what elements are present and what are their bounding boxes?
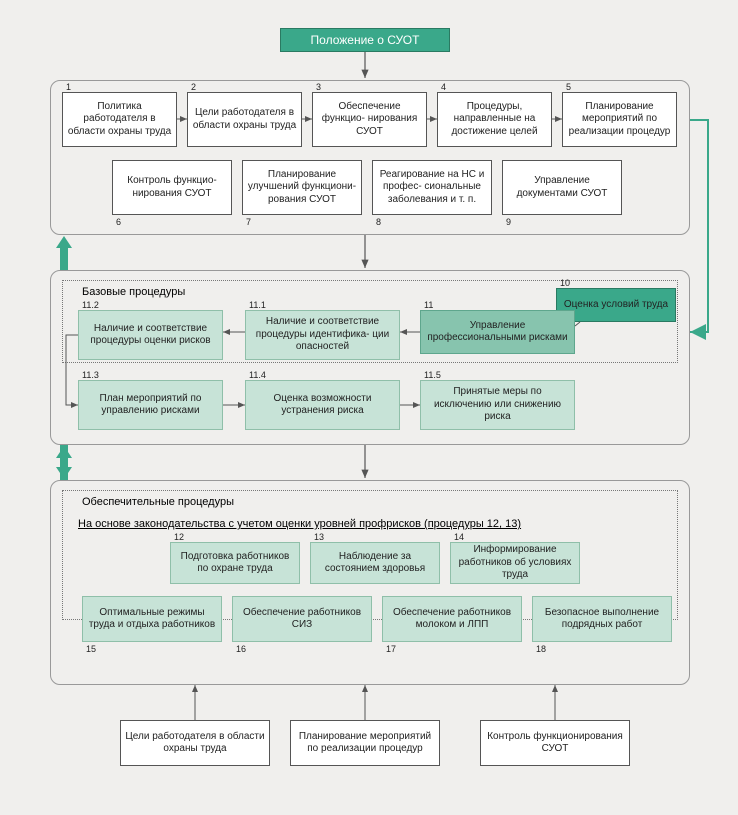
- node-13: Наблюдение за состоянием здоровья: [310, 542, 440, 584]
- num-18: 18: [536, 644, 546, 654]
- flowchart-canvas: Положение о СУОТ Политика работодателя в…: [20, 20, 718, 795]
- num-10: 10: [560, 278, 570, 288]
- node-5: Планирование мероприятий по реализации п…: [562, 92, 677, 147]
- num-11-5: 11.5: [424, 370, 441, 380]
- num-11-3: 11.3: [82, 370, 99, 380]
- section3-subtitle: На основе законодательства с учетом оцен…: [78, 518, 521, 530]
- num-5: 5: [566, 82, 571, 92]
- num-6: 6: [116, 217, 121, 227]
- num-13: 13: [314, 532, 324, 542]
- num-3: 3: [316, 82, 321, 92]
- bottom-1: Цели работодателя в области охраны труда: [120, 720, 270, 766]
- num-11-4: 11.4: [249, 370, 266, 380]
- num-15: 15: [86, 644, 96, 654]
- title-box: Положение о СУОТ: [280, 28, 450, 52]
- node-4: Процедуры, направленные на достижение це…: [437, 92, 552, 147]
- num-4: 4: [441, 82, 446, 92]
- node-2: Цели работодателя в области охраны труда: [187, 92, 302, 147]
- num-12: 12: [174, 532, 184, 542]
- section2-label: Базовые процедуры: [78, 286, 189, 298]
- num-11-2: 11.2: [82, 300, 99, 310]
- node-15: Оптимальные режимы труда и отдыха работн…: [82, 596, 222, 642]
- section3-label: Обеспечительные процедуры: [78, 496, 238, 508]
- node-11-1: Наличие и соответствие процедуры идентиф…: [245, 310, 400, 360]
- node-18: Безопасное выполнение подрядных работ: [532, 596, 672, 642]
- title-text: Положение о СУОТ: [311, 33, 420, 48]
- node-11-5: Принятые меры по исключению или снижению…: [420, 380, 575, 430]
- node-11-4: Оценка возможности устранения риска: [245, 380, 400, 430]
- num-1: 1: [66, 82, 71, 92]
- num-17: 17: [386, 644, 396, 654]
- num-16: 16: [236, 644, 246, 654]
- node-16: Обеспечение работников СИЗ: [232, 596, 372, 642]
- node-1: Политика работодателя в области охраны т…: [62, 92, 177, 147]
- node-17: Обеспечение работников молоком и ЛПП: [382, 596, 522, 642]
- node-11: Управление профессиональными рисками: [420, 310, 575, 354]
- node-6: Контроль функцио- нирования СУОТ: [112, 160, 232, 215]
- node-14: Информирование работников об условиях тр…: [450, 542, 580, 584]
- node-3: Обеспечение функцио- нирования СУОТ: [312, 92, 427, 147]
- bottom-2: Планирование мероприятий по реализации п…: [290, 720, 440, 766]
- bottom-3: Контроль функционирования СУОТ: [480, 720, 630, 766]
- node-8: Реагирование на НС и профес- сиональные …: [372, 160, 492, 215]
- node-7: Планирование улучшений функциони- ровани…: [242, 160, 362, 215]
- num-9: 9: [506, 217, 511, 227]
- node-12: Подготовка работников по охране труда: [170, 542, 300, 584]
- node-11-2: Наличие и соответствие процедуры оценки …: [78, 310, 223, 360]
- num-14: 14: [454, 532, 464, 542]
- num-11-1: 11.1: [249, 300, 266, 310]
- num-2: 2: [191, 82, 196, 92]
- node-11-3: План мероприятий по управлению рисками: [78, 380, 223, 430]
- num-11: 11: [424, 300, 433, 310]
- node-9: Управление документами СУОТ: [502, 160, 622, 215]
- num-7: 7: [246, 217, 251, 227]
- num-8: 8: [376, 217, 381, 227]
